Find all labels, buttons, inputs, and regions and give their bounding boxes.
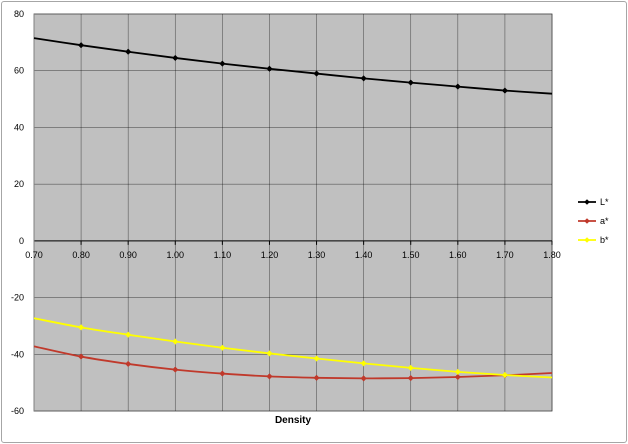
data-point-a-star <box>77 353 85 360</box>
data-point-l-star <box>125 48 132 55</box>
x-tick-label: 1.20 <box>261 250 279 260</box>
x-tick-label: 1.50 <box>402 250 420 260</box>
x-tick-label: 1.00 <box>167 250 185 260</box>
y-tick-label: 80 <box>14 9 24 19</box>
legend-marker-b-star <box>584 237 590 243</box>
data-point-b-star <box>219 344 226 351</box>
data-point-a-star <box>407 374 414 382</box>
series-line-b-star <box>33 317 553 379</box>
data-point-a-star <box>266 373 273 380</box>
data-point-a-star <box>454 373 461 381</box>
data-point-a-star <box>125 360 132 368</box>
data-point-b-star <box>360 360 367 367</box>
x-axis-title: Density <box>275 415 312 426</box>
data-point-b-star <box>407 364 414 372</box>
data-point-b-star <box>77 324 85 331</box>
data-point-b-star <box>266 350 273 357</box>
legend-label-b-star: b* <box>600 235 609 245</box>
plot-area <box>33 13 553 412</box>
y-tick-label: 40 <box>14 122 24 132</box>
x-tick-label: 1.60 <box>449 250 467 260</box>
data-point-l-star <box>172 54 179 62</box>
x-tick-label: 1.70 <box>496 250 514 260</box>
x-tick-label: 0.80 <box>72 250 90 260</box>
data-point-b-star <box>454 368 461 376</box>
data-point-l-star <box>501 87 509 94</box>
data-point-b-star <box>501 371 509 379</box>
y-tick-label: 20 <box>14 179 24 189</box>
y-tick-label: 0 <box>19 236 24 246</box>
data-point-a-star <box>313 374 320 381</box>
x-tick-label: 1.80 <box>543 250 561 260</box>
data-point-a-star <box>219 370 226 377</box>
data-point-l-star <box>407 79 414 86</box>
data-point-a-star <box>360 375 367 382</box>
x-tick-label: 0.70 <box>25 250 43 260</box>
legend-marker-l-star <box>584 199 590 205</box>
y-tick-label: -60 <box>11 406 24 416</box>
y-tick-label: 60 <box>14 66 24 76</box>
data-point-l-star <box>454 83 461 90</box>
legend-label-a-star: a* <box>600 216 609 226</box>
legend-marker-a-star <box>584 218 590 224</box>
data-point-l-star <box>266 65 273 72</box>
legend-label-l-star: L* <box>600 197 609 207</box>
data-point-b-star <box>172 338 179 345</box>
x-tick-label: 1.10 <box>214 250 232 260</box>
x-tick-label: 1.30 <box>308 250 326 260</box>
y-tick-label: -20 <box>11 293 24 303</box>
data-point-a-star <box>172 366 179 373</box>
data-point-l-star <box>313 70 320 77</box>
data-point-b-star <box>313 355 320 362</box>
data-point-l-star <box>219 60 226 67</box>
series-line-a-star <box>33 345 553 380</box>
x-tick-label: 1.40 <box>355 250 373 260</box>
y-tick-label: -40 <box>11 349 24 359</box>
series-line-l-star <box>33 37 553 95</box>
x-tick-label: 0.90 <box>119 250 137 260</box>
data-point-b-star <box>125 331 132 338</box>
data-point-l-star <box>360 75 367 82</box>
data-point-l-star <box>77 42 85 49</box>
